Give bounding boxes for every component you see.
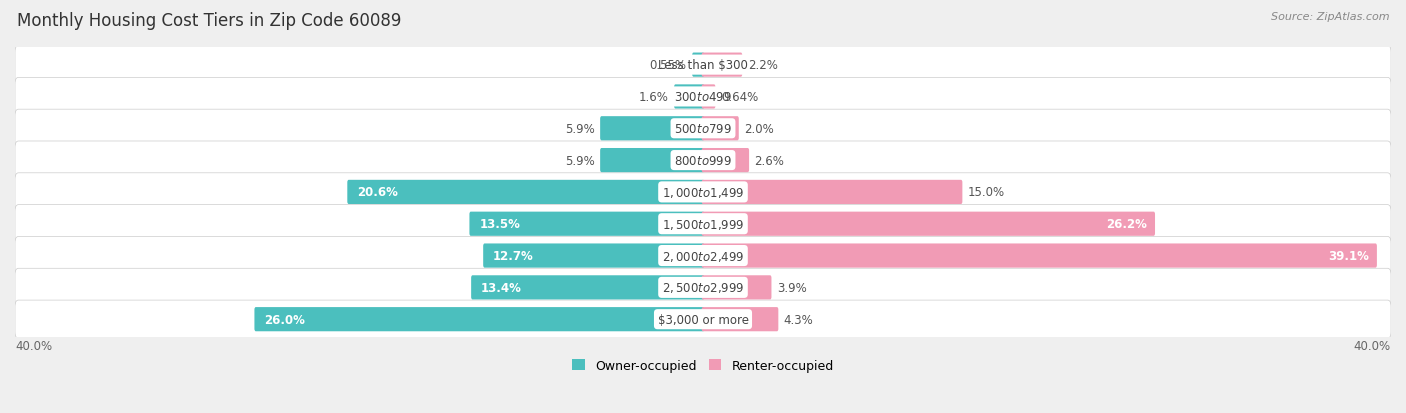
Legend: Owner-occupied, Renter-occupied: Owner-occupied, Renter-occupied [568,354,838,377]
Text: $2,500 to $2,999: $2,500 to $2,999 [662,281,744,294]
Text: 5.9%: 5.9% [565,154,595,167]
Text: 2.0%: 2.0% [744,123,775,135]
FancyBboxPatch shape [702,212,1154,236]
FancyBboxPatch shape [600,149,704,173]
FancyBboxPatch shape [702,244,1376,268]
Text: 4.3%: 4.3% [783,313,814,326]
Text: 0.64%: 0.64% [721,91,758,104]
FancyBboxPatch shape [15,237,1391,275]
Text: Source: ZipAtlas.com: Source: ZipAtlas.com [1271,12,1389,22]
FancyBboxPatch shape [15,46,1391,85]
Text: Monthly Housing Cost Tiers in Zip Code 60089: Monthly Housing Cost Tiers in Zip Code 6… [17,12,401,30]
FancyBboxPatch shape [15,300,1391,339]
FancyBboxPatch shape [692,53,704,78]
Text: $500 to $799: $500 to $799 [673,123,733,135]
FancyBboxPatch shape [15,173,1391,211]
FancyBboxPatch shape [471,275,704,300]
Text: 12.7%: 12.7% [494,249,534,262]
FancyBboxPatch shape [15,205,1391,243]
Text: $2,000 to $2,499: $2,000 to $2,499 [662,249,744,263]
Text: 26.2%: 26.2% [1107,218,1147,231]
Text: $800 to $999: $800 to $999 [673,154,733,167]
FancyBboxPatch shape [254,307,704,332]
Text: 13.4%: 13.4% [481,281,522,294]
FancyBboxPatch shape [15,78,1391,116]
FancyBboxPatch shape [600,117,704,141]
Text: 40.0%: 40.0% [15,339,52,352]
FancyBboxPatch shape [702,275,772,300]
Text: 1.6%: 1.6% [638,91,669,104]
FancyBboxPatch shape [470,212,704,236]
FancyBboxPatch shape [702,307,779,332]
Text: $1,000 to $1,499: $1,000 to $1,499 [662,185,744,199]
FancyBboxPatch shape [673,85,704,109]
FancyBboxPatch shape [702,85,716,109]
Text: 13.5%: 13.5% [479,218,520,231]
Text: 40.0%: 40.0% [1354,339,1391,352]
Text: 39.1%: 39.1% [1327,249,1368,262]
FancyBboxPatch shape [484,244,704,268]
Text: $1,500 to $1,999: $1,500 to $1,999 [662,217,744,231]
Text: 5.9%: 5.9% [565,123,595,135]
FancyBboxPatch shape [702,117,738,141]
FancyBboxPatch shape [702,149,749,173]
Text: 15.0%: 15.0% [967,186,1005,199]
FancyBboxPatch shape [15,110,1391,148]
FancyBboxPatch shape [15,268,1391,307]
FancyBboxPatch shape [347,180,704,204]
FancyBboxPatch shape [702,53,742,78]
FancyBboxPatch shape [702,180,962,204]
Text: 26.0%: 26.0% [264,313,305,326]
Text: 2.6%: 2.6% [755,154,785,167]
Text: Less than $300: Less than $300 [658,59,748,72]
Text: 20.6%: 20.6% [357,186,398,199]
Text: 0.55%: 0.55% [650,59,686,72]
Text: 3.9%: 3.9% [778,281,807,294]
Text: $3,000 or more: $3,000 or more [658,313,748,326]
FancyBboxPatch shape [15,142,1391,180]
Text: 2.2%: 2.2% [748,59,778,72]
Text: $300 to $499: $300 to $499 [673,91,733,104]
